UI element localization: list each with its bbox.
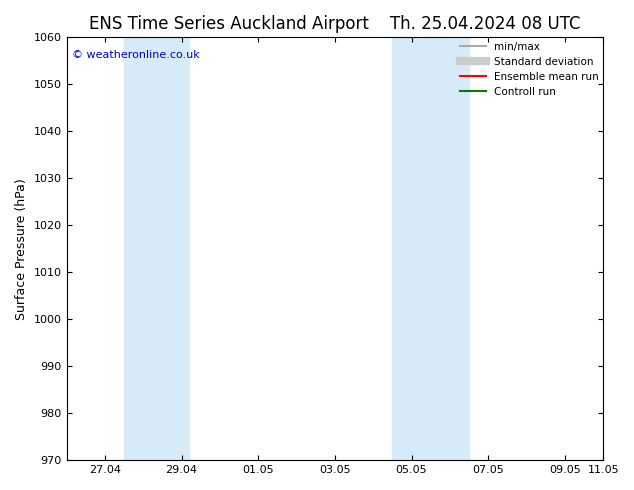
Legend: min/max, Standard deviation, Ensemble mean run, Controll run: min/max, Standard deviation, Ensemble me… — [456, 37, 603, 101]
Y-axis label: Surface Pressure (hPa): Surface Pressure (hPa) — [15, 178, 28, 319]
Bar — [124, 37, 189, 460]
Bar — [392, 37, 469, 460]
Text: © weatheronline.co.uk: © weatheronline.co.uk — [72, 50, 200, 60]
Title: ENS Time Series Auckland Airport    Th. 25.04.2024 08 UTC: ENS Time Series Auckland Airport Th. 25.… — [89, 15, 581, 33]
